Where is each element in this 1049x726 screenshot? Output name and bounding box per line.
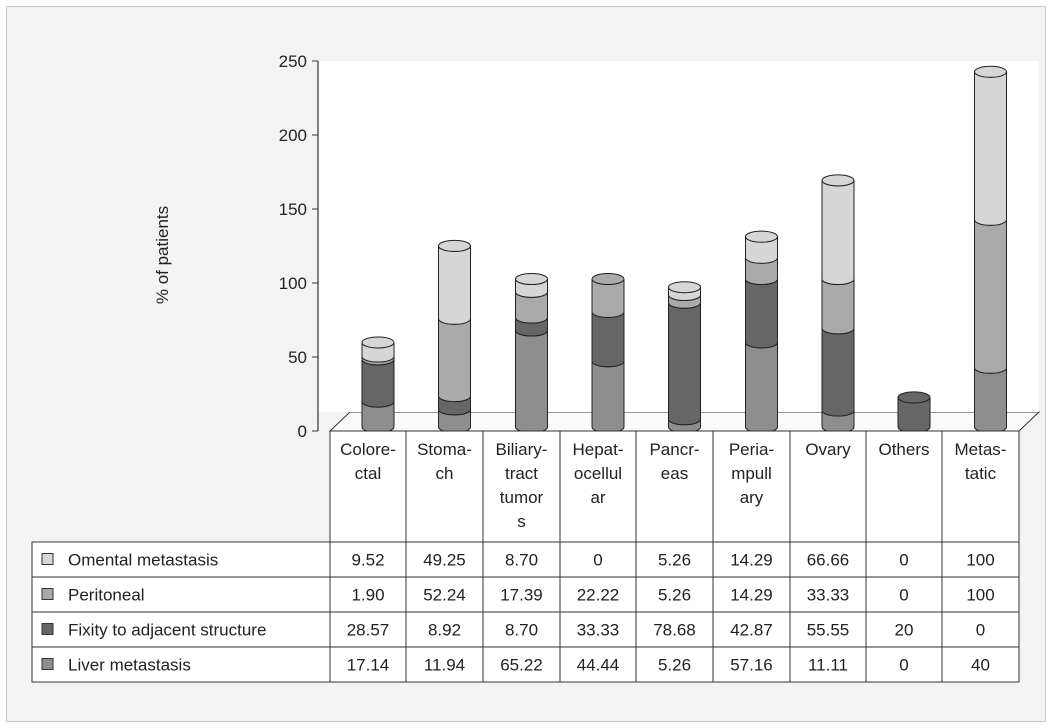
table-value: 17.14: [347, 656, 390, 675]
y-tick-label: 100: [279, 274, 307, 293]
bar-segment: [745, 342, 778, 433]
bars: [361, 65, 1007, 433]
table-value: 0: [593, 551, 602, 570]
y-axis-ticks: 0 50 100 150 200 250: [279, 52, 318, 441]
table-value: 8.70: [505, 551, 538, 570]
table-value: 0: [899, 586, 908, 605]
legend-swatch: [41, 588, 54, 600]
legend-swatch: [41, 658, 54, 670]
bar-cap: [668, 281, 701, 294]
bar-cap: [745, 230, 778, 243]
legend-swatch: [41, 553, 54, 565]
legend-series-label: Omental metastasis: [68, 551, 218, 570]
table-value: 42.87: [730, 621, 773, 640]
bar-segment: [974, 367, 1007, 433]
table-value: 100: [966, 586, 994, 605]
bar-stack: [438, 239, 471, 433]
bar-segment: [821, 328, 855, 417]
bar-segment: [591, 311, 625, 368]
table-value: 20: [895, 621, 914, 640]
bar-cap: [821, 174, 855, 187]
table-value: 49.25: [423, 551, 466, 570]
table-value: 40: [971, 656, 990, 675]
x-category-label: Ovary: [805, 440, 851, 459]
bar-segment: [821, 278, 855, 335]
x-category-label: Pancr-eas: [649, 440, 699, 483]
table-value: 1.90: [351, 586, 384, 605]
table-value: 55.55: [807, 621, 850, 640]
bar-segment: [821, 180, 855, 286]
bar-segment: [591, 361, 625, 433]
table-value: 52.24: [423, 586, 466, 605]
table-value: 11.11: [808, 656, 848, 675]
table-value: 57.16: [730, 656, 773, 675]
bar-cap: [591, 273, 625, 286]
table-value: 33.33: [577, 621, 620, 640]
x-category-label: Others: [878, 440, 929, 459]
table-value: 5.26: [658, 656, 691, 675]
bar-cap: [897, 391, 931, 404]
table-value: 22.22: [577, 586, 620, 605]
bar-stack: [668, 281, 701, 433]
table-value: 100: [966, 551, 994, 570]
bar-stack: [821, 174, 855, 433]
legend-series-label: Peritoneal: [68, 586, 145, 605]
x-category-label: Biliary-tract tumor s: [496, 440, 548, 531]
legend-swatch: [41, 623, 54, 635]
y-tick-label: 250: [279, 52, 307, 71]
x-category-label: Metas-tatic: [955, 440, 1007, 483]
table-value: 9.52: [351, 551, 384, 570]
bar-segment: [668, 302, 701, 426]
table-value: 0: [899, 551, 908, 570]
table-value: 0: [976, 621, 985, 640]
bar-stack: [897, 391, 931, 433]
bar-cap: [974, 65, 1007, 78]
table-value: 8.92: [428, 621, 461, 640]
bar-stack: [591, 273, 625, 433]
table-value: 5.26: [658, 586, 691, 605]
bar-segment: [974, 71, 1007, 226]
x-category-label: Colore-ctal: [340, 440, 396, 483]
x-category-label: Stoma-ch: [417, 440, 472, 483]
y-axis-title: % of patients: [153, 206, 172, 304]
table-value: 78.68: [653, 621, 696, 640]
y-tick-label: 50: [288, 348, 307, 367]
bar-cap: [438, 239, 471, 252]
table-value: 33.33: [807, 586, 850, 605]
bar-stack: [361, 336, 395, 433]
bar-stack: [515, 272, 548, 433]
y-tick-label: 0: [298, 422, 307, 441]
table-value: 0: [899, 656, 908, 675]
table-value: 44.44: [577, 656, 620, 675]
table-value: 14.29: [730, 586, 773, 605]
y-tick-label: 150: [279, 200, 307, 219]
bar-segment: [515, 330, 548, 433]
table-value: 11.94: [424, 656, 465, 675]
table-value: 66.66: [807, 551, 850, 570]
bar-segment: [438, 318, 471, 403]
bar-segment: [438, 245, 471, 325]
legend-series-label: Fixity to adjacent structure: [68, 621, 266, 640]
table-value: 17.39: [500, 586, 543, 605]
bar-cap: [515, 272, 548, 285]
bar-cap: [361, 336, 395, 349]
data-table: Colore-ctal Stoma-ch Biliary-tract tumor s He…: [31, 430, 1020, 683]
table-value: 28.57: [347, 621, 390, 640]
bar-stack: [974, 65, 1007, 433]
bar-segment: [745, 278, 778, 349]
table-header-box: [329, 430, 1020, 543]
bar-stack: [745, 230, 778, 433]
bar-segment: [361, 359, 395, 408]
x-category-label: Hepat-ocellul ar: [572, 440, 623, 507]
table-value: 65.22: [500, 656, 543, 675]
y-tick-label: 200: [279, 126, 307, 145]
bar-segment: [974, 219, 1007, 374]
legend-series-label: Liver metastasis: [68, 656, 191, 675]
table-value: 14.29: [730, 551, 773, 570]
table-value: 8.70: [505, 621, 538, 640]
table-value: 5.26: [658, 551, 691, 570]
x-category-label: Peria-mpull ary: [729, 440, 774, 507]
